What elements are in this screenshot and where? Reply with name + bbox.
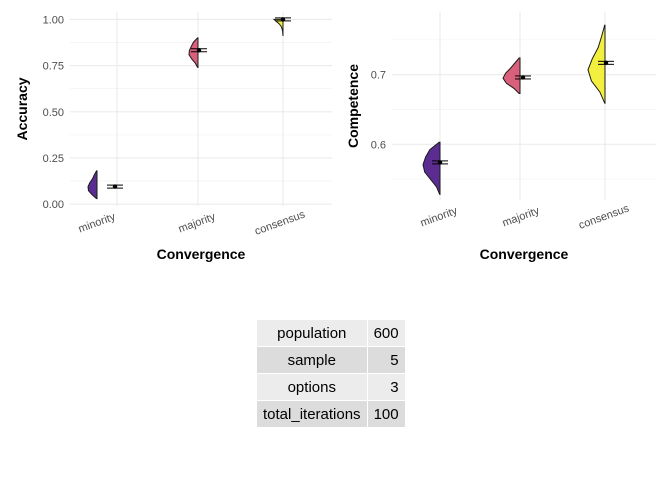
y-tick-label: 0.25 <box>43 153 64 165</box>
violin-majority <box>502 57 521 95</box>
competence-violin-panel: 0.6 0.7 minority majority consensus Convergen… <box>345 12 656 262</box>
y-tick-label: 1.00 <box>43 14 64 26</box>
violin-majority <box>188 37 199 68</box>
x-tick-label: majority <box>501 205 542 230</box>
param-value: 5 <box>366 346 406 374</box>
mean-point <box>112 184 118 189</box>
y-axis-title: Competence <box>345 64 361 148</box>
table-row: total_iterations 100 <box>256 400 406 428</box>
x-axis-title: Convergence <box>157 246 246 262</box>
param-key: total_iterations <box>256 400 368 428</box>
mean-point <box>196 48 202 53</box>
y-tick-label: 0.7 <box>371 70 386 82</box>
mean-point <box>520 75 526 80</box>
y-tick-label: 0.00 <box>43 199 64 211</box>
mean-point <box>280 17 286 22</box>
y-tick-label: 0.75 <box>43 61 64 73</box>
parameters-table: population 600 sample 5 options 3 total_… <box>256 319 406 428</box>
x-axis-title: Convergence <box>480 246 569 262</box>
x-tick-label: consensus <box>577 202 631 231</box>
x-tick-label: consensus <box>253 208 307 237</box>
accuracy-violin-panel: 0.00 0.25 0.50 0.75 1.00 minority majority cons… <box>14 12 332 262</box>
violin-minority <box>422 141 441 195</box>
param-value: 100 <box>366 400 406 428</box>
table-row: sample 5 <box>256 346 406 374</box>
mean-point <box>437 160 443 165</box>
param-key: population <box>256 319 368 347</box>
y-axis-title: Accuracy <box>14 77 30 140</box>
table-row: options 3 <box>256 373 406 401</box>
mean-point <box>603 60 609 66</box>
param-value: 3 <box>366 373 406 401</box>
y-tick-label: 0.6 <box>371 139 386 151</box>
x-tick-label: minority <box>77 211 118 236</box>
param-key: options <box>256 373 368 401</box>
violin-consensus <box>272 18 284 37</box>
x-tick-label: majority <box>177 211 218 236</box>
x-tick-label: minority <box>419 205 460 230</box>
param-value: 600 <box>366 319 406 347</box>
violin-minority <box>87 170 98 200</box>
param-key: sample <box>256 346 368 374</box>
violin-consensus <box>587 24 606 104</box>
table-row: population 600 <box>256 319 406 347</box>
y-tick-label: 0.50 <box>43 107 64 119</box>
